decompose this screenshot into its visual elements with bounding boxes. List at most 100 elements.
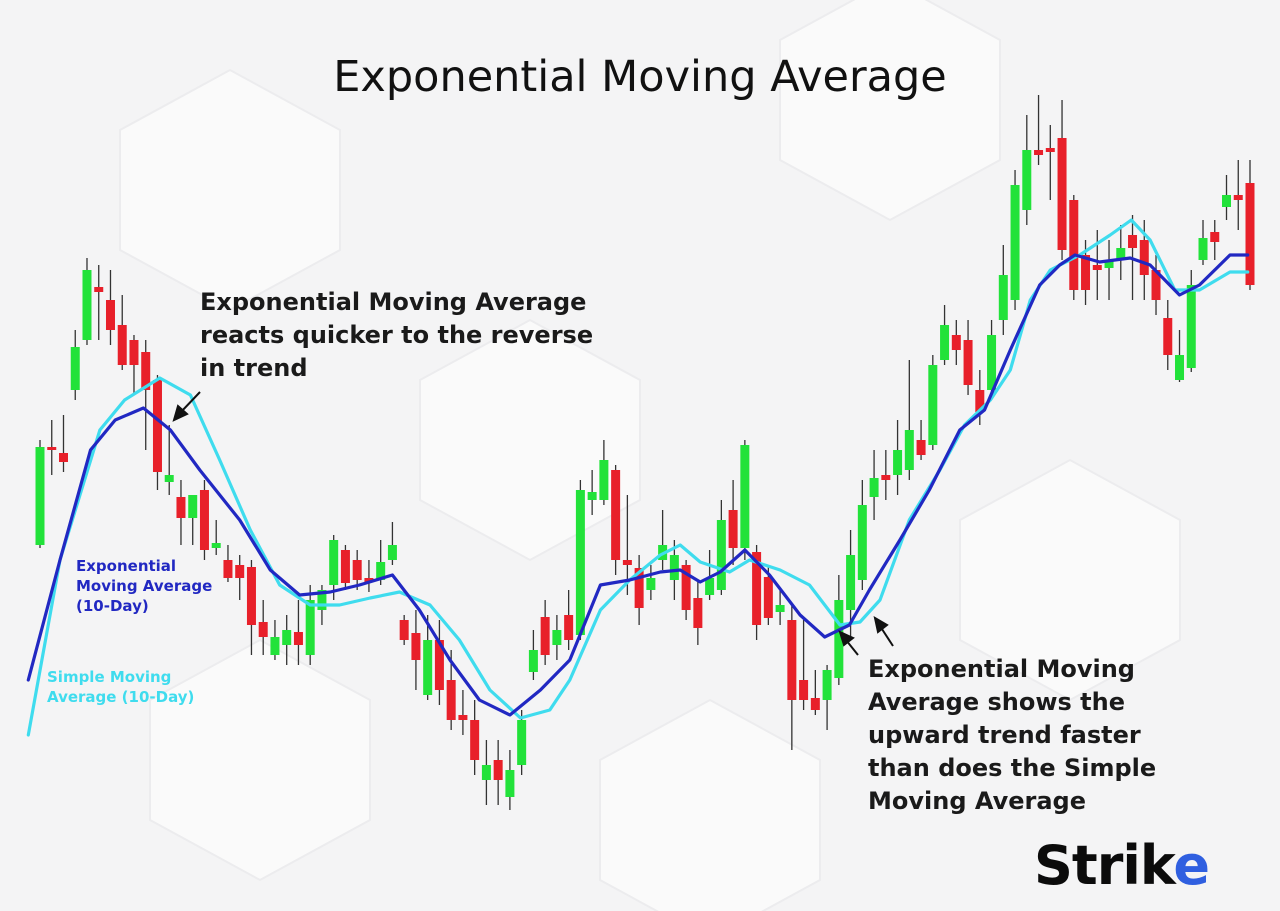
candle-body — [611, 470, 621, 560]
candle-body — [1069, 200, 1079, 290]
logo-text: Strik — [1034, 834, 1174, 897]
candle-body — [94, 287, 104, 292]
candle-body — [1128, 235, 1138, 248]
candle-body — [1210, 232, 1220, 242]
candle-body — [1139, 240, 1149, 275]
candle-body — [164, 475, 174, 482]
candle-body — [752, 552, 762, 625]
candle-body — [35, 447, 45, 545]
arrow-head — [172, 404, 189, 422]
logo-text: e — [1173, 834, 1210, 897]
candle-body — [1104, 260, 1114, 268]
candle-body — [998, 275, 1008, 320]
candle-body — [904, 430, 914, 470]
candle-body — [1245, 183, 1255, 285]
candle-body — [916, 440, 926, 455]
candle-body — [82, 270, 92, 340]
candle-body — [634, 568, 644, 608]
candle-body — [857, 505, 867, 580]
candle-body — [199, 490, 209, 550]
candle-body — [505, 770, 515, 797]
arrows — [172, 391, 894, 656]
candle-body — [293, 632, 303, 645]
candle-body — [434, 640, 444, 690]
candle-body — [1198, 238, 1208, 260]
candle-body — [646, 578, 656, 590]
candle-body — [58, 453, 68, 462]
candle-body — [70, 347, 80, 390]
legend-label: Simple Moving Average (10-Day) — [47, 668, 195, 706]
candle-body — [493, 760, 503, 780]
candle-body — [340, 550, 350, 583]
annotation: Exponential Moving Average reacts quicke… — [200, 288, 594, 382]
candle-body — [470, 720, 480, 760]
candle-body — [1222, 195, 1232, 207]
candle-body — [1057, 138, 1067, 250]
candle-body — [787, 620, 797, 700]
candle-body — [528, 650, 538, 672]
moving-average-line — [26, 253, 1250, 717]
candle-body — [1022, 150, 1032, 210]
candle-body — [235, 565, 245, 578]
candle-body — [587, 492, 597, 500]
candle-body — [1186, 285, 1196, 368]
candle-body — [775, 605, 785, 612]
candle-body — [211, 543, 221, 548]
candle-body — [599, 460, 609, 500]
candle-body — [270, 637, 280, 655]
candle-body — [869, 478, 879, 497]
candle-body — [928, 365, 938, 445]
chart-title: Exponential Moving Average — [333, 52, 947, 102]
candle-body — [834, 600, 844, 678]
candle-body — [740, 445, 750, 548]
candle-body — [446, 680, 456, 720]
candle-body — [1081, 255, 1091, 290]
candle-body — [364, 578, 374, 582]
logo: Strike — [1034, 834, 1210, 897]
candle-body — [458, 715, 468, 720]
candle-body — [881, 475, 891, 480]
candle-body — [963, 340, 973, 385]
candle-body — [975, 390, 985, 412]
candle-body — [846, 555, 856, 610]
candle-body — [387, 545, 397, 560]
candle-body — [575, 490, 585, 635]
candle-body — [1175, 355, 1185, 380]
candle-body — [117, 325, 127, 365]
candle-body — [822, 670, 832, 700]
candle-body — [716, 520, 726, 590]
candle-body — [1034, 150, 1044, 155]
candle-body — [105, 300, 115, 330]
arrow-head — [838, 630, 855, 647]
candle-body — [693, 598, 703, 628]
candle-body — [564, 615, 574, 640]
candle-body — [1010, 185, 1020, 300]
arrow-head — [873, 615, 889, 634]
candle-body — [810, 698, 820, 710]
candle-body — [141, 352, 151, 390]
candle-body — [1045, 148, 1055, 152]
legend-label: Exponential Moving Average (10-Day) — [76, 557, 213, 615]
candle-body — [893, 450, 903, 475]
candle-body — [411, 633, 421, 660]
candle-body — [1163, 318, 1173, 355]
candle-body — [246, 567, 256, 625]
candle-body — [188, 495, 198, 518]
candle-body — [552, 630, 562, 645]
candle-body — [540, 617, 550, 655]
candle-body — [622, 560, 632, 565]
candle-body — [669, 555, 679, 580]
candle-body — [1116, 248, 1126, 260]
candle-body — [399, 620, 409, 640]
candle-body — [282, 630, 292, 645]
candle-body — [47, 447, 57, 450]
candle-body — [940, 325, 950, 360]
candle-body — [258, 622, 268, 637]
candle-body — [376, 562, 386, 580]
candle-body — [352, 560, 362, 580]
candle-body — [223, 560, 233, 578]
plot — [26, 95, 1255, 810]
candle-body — [705, 578, 715, 595]
